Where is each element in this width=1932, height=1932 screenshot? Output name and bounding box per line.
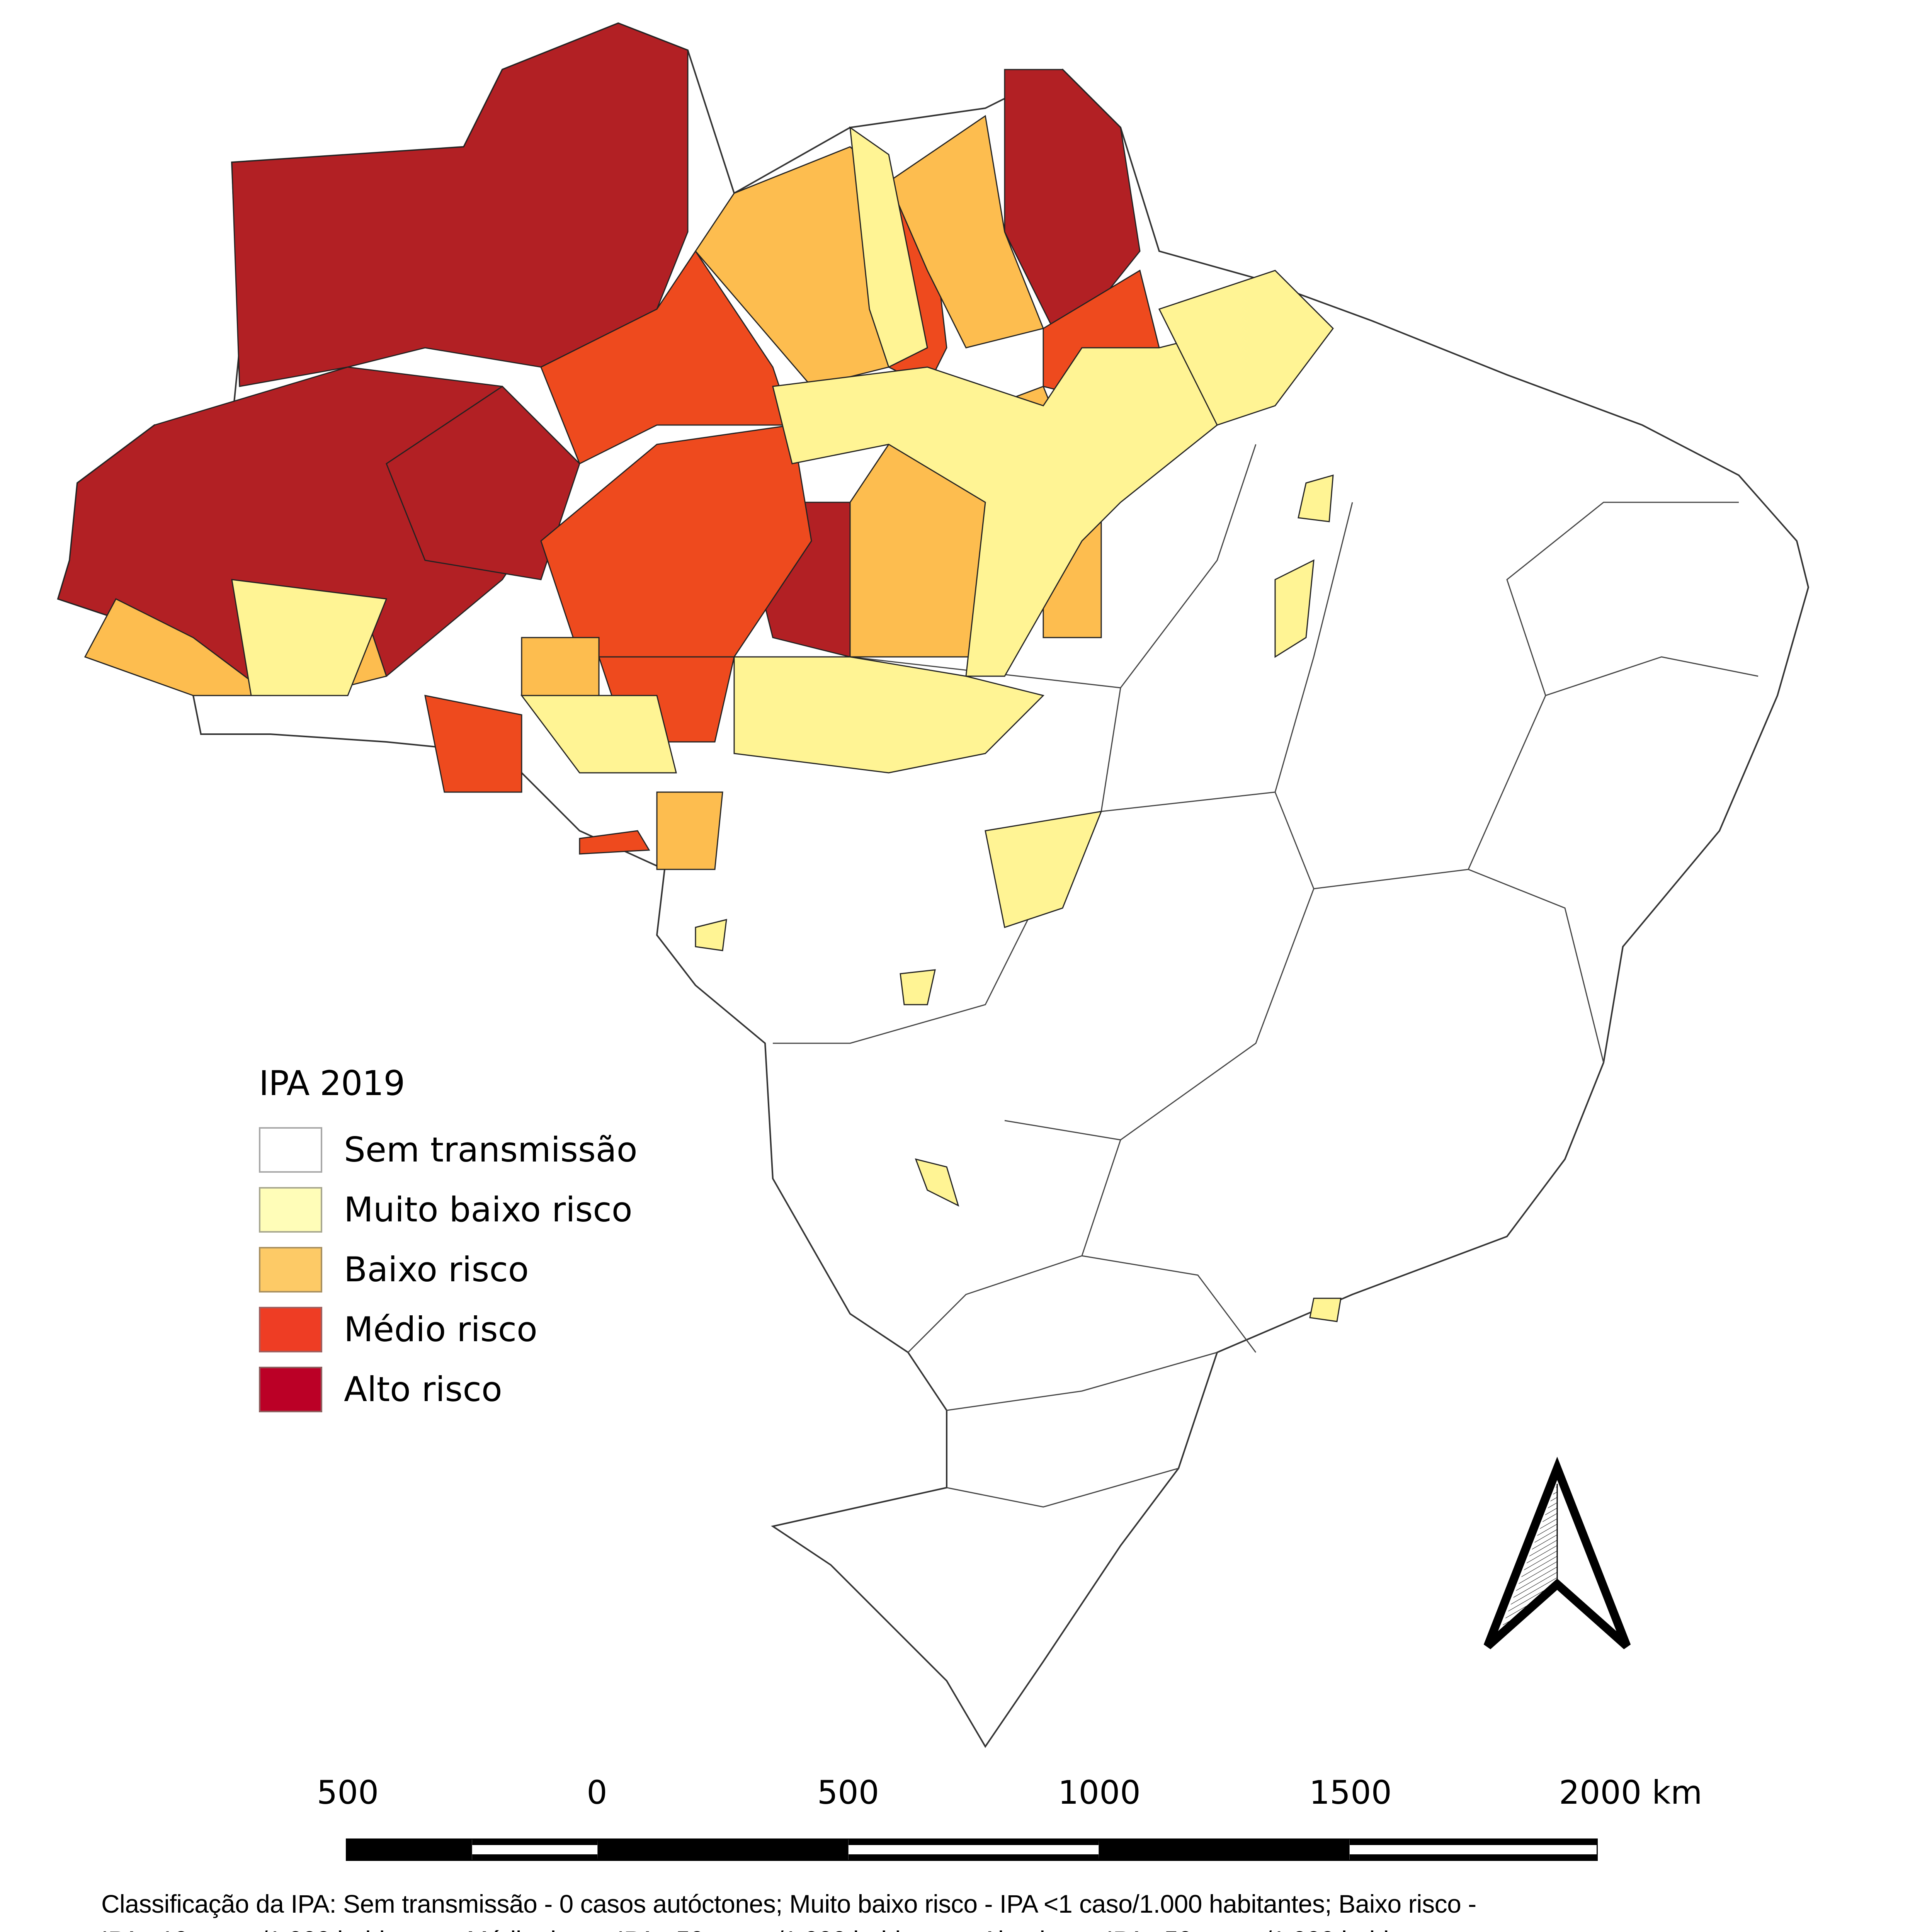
- region-muito-baixo: [985, 811, 1102, 928]
- scale-bar-labels: 500 0 500 1000 1500 2000 km: [0, 1774, 1932, 1816]
- legend-label: Baixo risco: [344, 1250, 529, 1289]
- legend-label: Médio risco: [344, 1310, 537, 1349]
- legend-title: IPA 2019: [259, 1063, 405, 1103]
- map-legend: IPA 2019 Sem transmissão Muito baixo ris…: [259, 1066, 638, 1419]
- legend-item-muito-baixo-risco: Muito baixo risco: [259, 1180, 638, 1240]
- legend-swatch: [259, 1247, 322, 1293]
- region-muito-baixo: [915, 1158, 959, 1207]
- footnote-classification: Classificação da IPA: Sem transmissão - …: [101, 1889, 1476, 1918]
- scale-bar: [346, 1838, 1598, 1861]
- legend-label: Alto risco: [344, 1369, 502, 1409]
- legend-swatch: [259, 1306, 322, 1352]
- region-baixo: [888, 115, 1044, 349]
- region-muito-baixo: [520, 695, 677, 774]
- region-muito-baixo: [1158, 270, 1334, 426]
- region-muito-baixo: [231, 579, 388, 696]
- footnote-classification-cont: IPA <10 casos/1.000 habitantes; Médio ri…: [101, 1922, 1917, 1932]
- scale-label: 0: [587, 1774, 607, 1811]
- legend-swatch: [259, 1127, 322, 1173]
- region-baixo: [521, 637, 600, 696]
- scale-label: 2000 km: [1559, 1774, 1702, 1811]
- region-baixo: [656, 791, 723, 870]
- scale-label: 500: [817, 1774, 879, 1811]
- region-muito-baixo: [733, 656, 1044, 774]
- region-muito-baixo: [849, 126, 928, 368]
- region-muito-baixo: [1298, 474, 1334, 522]
- region-muito-baixo: [1309, 1298, 1342, 1322]
- legend-item-sem-transmissao: Sem transmissão: [259, 1120, 638, 1180]
- legend-swatch: [259, 1187, 322, 1233]
- region-muito-baixo: [1274, 559, 1315, 658]
- brazil-malaria-map: [57, 22, 1810, 1748]
- footnote: Classificação da IPA: Sem transmissão - …: [101, 1886, 1917, 1932]
- region-muito-baixo: [695, 919, 727, 951]
- region-medio: [424, 695, 522, 793]
- north-arrow-icon: [1483, 1456, 1631, 1650]
- scale-label: 1000: [1058, 1774, 1141, 1811]
- region-alto: [231, 22, 689, 387]
- region-baixo: [84, 598, 272, 696]
- scale-label: 1500: [1309, 1774, 1392, 1811]
- legend-label: Sem transmissão: [344, 1130, 638, 1170]
- region-muito-baixo: [900, 969, 936, 1005]
- legend-swatch: [259, 1366, 322, 1412]
- region-alto: [386, 386, 580, 580]
- risk-regions: [57, 22, 1342, 1322]
- legend-item-alto-risco: Alto risco: [259, 1359, 638, 1419]
- region-medio: [579, 830, 650, 855]
- region-muito-baixo: [772, 327, 1237, 677]
- legend-label: Muito baixo risco: [344, 1190, 633, 1230]
- legend-item-baixo-risco: Baixo risco: [259, 1240, 638, 1299]
- legend-item-medio-risco: Médio risco: [259, 1299, 638, 1359]
- scale-label: 500: [316, 1774, 379, 1811]
